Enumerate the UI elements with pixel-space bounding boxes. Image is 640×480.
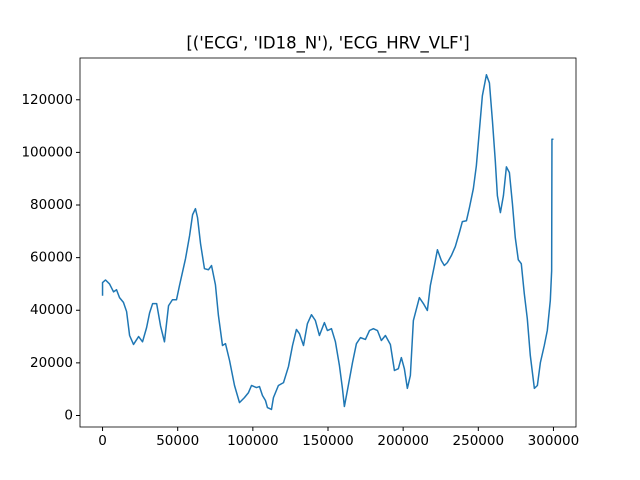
chart-title: [('ECG', 'ID18_N'), 'ECG_HRV_VLF'] bbox=[186, 34, 469, 54]
y-tick-label: 20000 bbox=[30, 355, 73, 371]
y-tick-label: 60000 bbox=[30, 250, 73, 266]
x-tick-label: 100000 bbox=[227, 433, 279, 449]
x-tick-label: 0 bbox=[98, 433, 107, 449]
y-tick-label: 40000 bbox=[30, 302, 73, 318]
x-tick-label: 150000 bbox=[302, 433, 354, 449]
x-tick-label: 200000 bbox=[377, 433, 429, 449]
data-line bbox=[101, 74, 554, 411]
y-tick-label: 80000 bbox=[30, 197, 73, 213]
y-tick-label: 0 bbox=[64, 407, 73, 423]
x-tick-label: 250000 bbox=[453, 433, 505, 449]
y-tick-label: 100000 bbox=[21, 144, 73, 160]
x-tick-label: 50000 bbox=[156, 433, 199, 449]
y-tick-label: 120000 bbox=[21, 92, 73, 108]
x-tick-label: 300000 bbox=[528, 433, 580, 449]
plot-frame bbox=[79, 57, 577, 428]
